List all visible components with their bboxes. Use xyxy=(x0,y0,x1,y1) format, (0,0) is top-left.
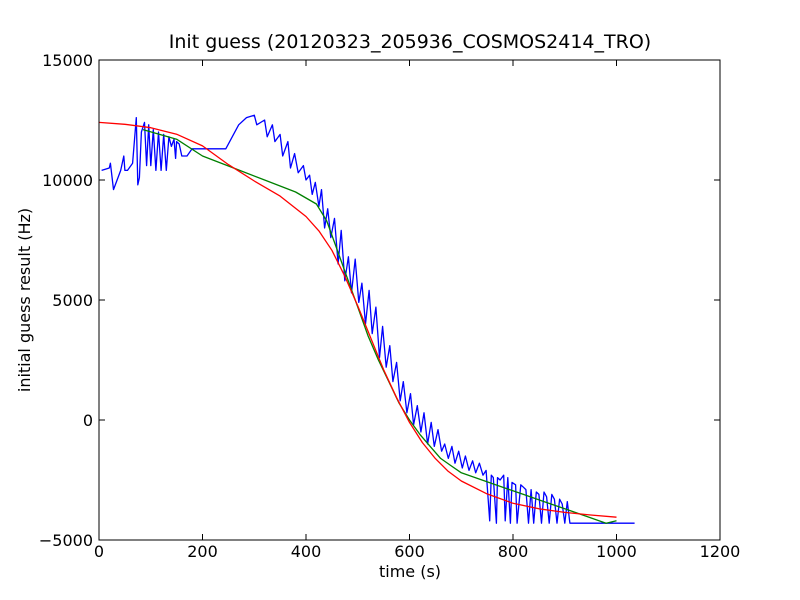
y-tick-label: 5000 xyxy=(52,291,93,310)
series-line-0 xyxy=(101,114,635,524)
y-tick-label: 10000 xyxy=(42,171,93,190)
x-tick-label: 200 xyxy=(187,542,218,561)
x-axis-ticks: 0 200 400 600 800 1000 1200 xyxy=(94,60,740,561)
y-tick-label: 15000 xyxy=(42,51,93,70)
y-tick-label: −5000 xyxy=(39,531,93,550)
x-tick-label: 400 xyxy=(291,542,322,561)
series-layer xyxy=(98,114,635,524)
chart-title: Init guess (20120323_205936_COSMOS2414_T… xyxy=(169,31,651,53)
x-tick-label: 1000 xyxy=(596,542,637,561)
x-tick-label: 800 xyxy=(498,542,529,561)
y-axis-ticks: −5000 0 5000 10000 15000 xyxy=(39,51,720,550)
y-axis-label: initial guess result (Hz) xyxy=(15,208,34,392)
x-tick-label: 0 xyxy=(94,542,104,561)
x-tick-label: 600 xyxy=(394,542,425,561)
plot-area: 0 200 400 600 800 1000 1200 −50000500010000150… xyxy=(39,51,740,561)
x-axis-label: time (s) xyxy=(379,562,441,581)
x-tick-label: 1200 xyxy=(700,542,741,561)
series-line-2 xyxy=(98,121,617,518)
y-tick-label: 0 xyxy=(83,411,93,430)
